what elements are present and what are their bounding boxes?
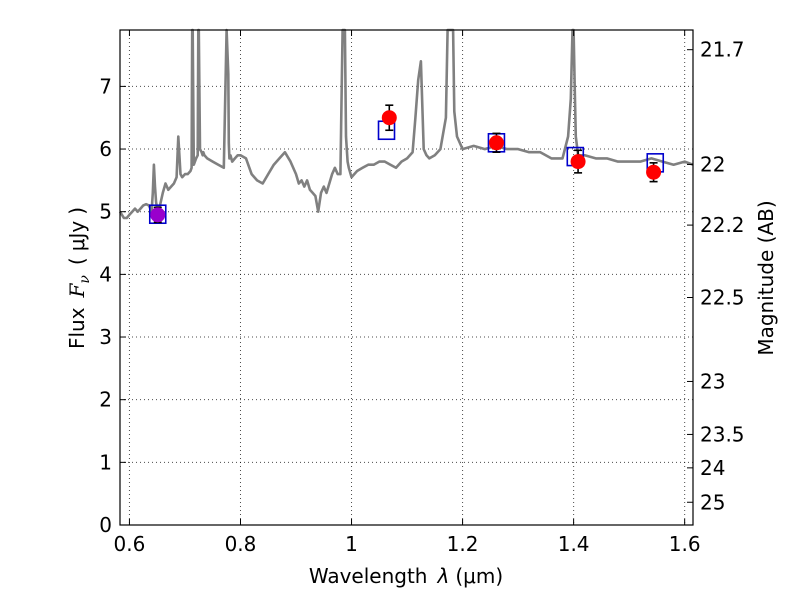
plot-frame [119, 29, 694, 526]
observed-point [381, 110, 397, 126]
y2-tick-label: 25 [700, 490, 725, 514]
y-tick-label: 4 [99, 262, 112, 286]
y-axis-label: Flux Fν ( μJy) [65, 207, 93, 349]
spectrum-layer [118, 28, 694, 220]
y2-tick-label: 21.7 [700, 38, 745, 62]
y-tick-label: 3 [99, 325, 112, 349]
y-tick-label: 5 [99, 200, 112, 224]
y-axis-label-symbol: F [65, 282, 89, 298]
x-axis-label-text: Wavelength [309, 564, 428, 588]
model-box-marker [148, 204, 167, 225]
y-axis-label-text: Flux [65, 307, 89, 349]
y-axis-label-paren-close: ) [65, 207, 89, 215]
y2-tick-label: 23.5 [700, 422, 745, 446]
x-tick-label: 1 [345, 532, 358, 556]
observed-points-layer [150, 104, 662, 224]
y-tick-label: 0 [99, 513, 112, 537]
observed-point [570, 154, 586, 170]
x-axis-label-unit: (μm) [455, 564, 503, 588]
observed-point [150, 207, 166, 223]
y2-tick-label: 23 [700, 369, 725, 393]
y-tick-label: 6 [99, 137, 112, 161]
y2-axis-label: Magnitude (AB) [754, 200, 778, 355]
y2-tick-label: 24 [700, 456, 725, 480]
y-axis-label-subscript: ν [77, 275, 93, 284]
observed-point [488, 135, 504, 151]
y-tick-label: 7 [99, 74, 112, 98]
observed-point [646, 164, 662, 180]
x-tick-label: 1.2 [447, 532, 479, 556]
y-axis-label-paren-open: ( [65, 257, 89, 265]
x-tick-label: 0.8 [225, 532, 257, 556]
x-tick-label: 1.6 [669, 532, 701, 556]
grid-lines [120, 30, 693, 526]
spectrum-line [118, 28, 694, 220]
y-axis-label-unit: μJy [65, 221, 89, 252]
y-tick-label: 1 [99, 450, 112, 474]
y2-tick-label: 22 [700, 152, 725, 176]
model-points-layer [148, 120, 665, 225]
y2-tick-label: 22.5 [700, 286, 745, 310]
axis-ticks: 0.6 0.8 1 1.2 1.4 1.60123456721.72222.222.523… [99, 30, 745, 556]
y-tick-label: 2 [99, 388, 112, 412]
y2-tick-label: 22.2 [700, 213, 745, 237]
x-axis-label: Wavelength λ (μm) [309, 564, 503, 588]
x-axis-label-symbol: λ [437, 564, 450, 588]
x-tick-label: 1.4 [558, 532, 590, 556]
x-tick-label: 0.6 [114, 532, 146, 556]
